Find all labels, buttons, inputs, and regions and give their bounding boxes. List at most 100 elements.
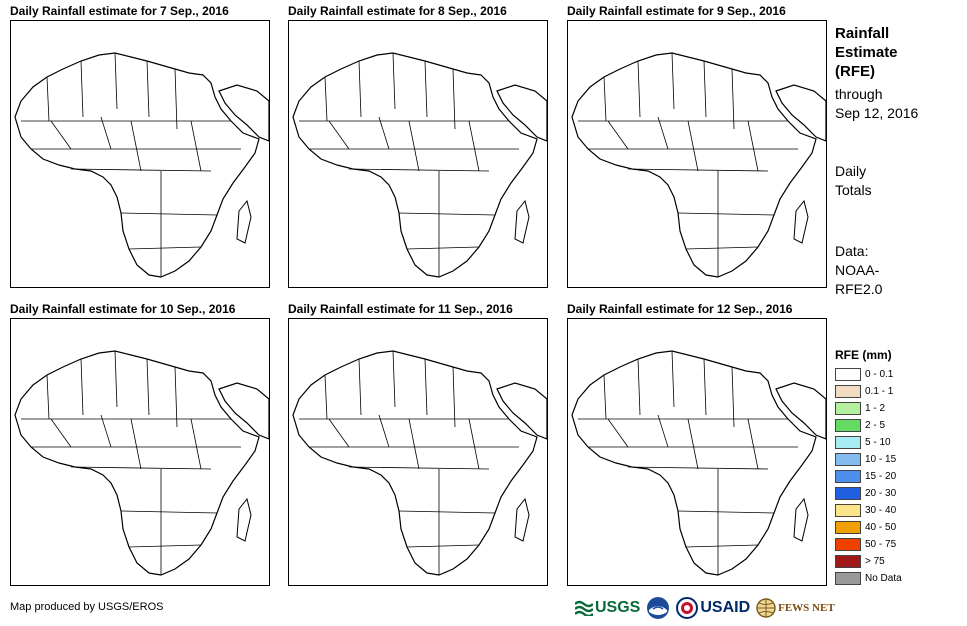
country-border bbox=[328, 418, 350, 448]
africa-outline bbox=[14, 52, 260, 278]
usaid-logo: USAID bbox=[676, 597, 750, 619]
madagascar-outline bbox=[236, 497, 252, 542]
country-border bbox=[146, 60, 150, 118]
legend-swatch bbox=[835, 504, 861, 517]
map-panel-sep-11: Daily Rainfall estimate for 11 Sep., 201… bbox=[288, 302, 550, 586]
legend-item: 15 - 20 bbox=[835, 468, 960, 485]
africa-outline bbox=[571, 350, 817, 576]
country-border bbox=[328, 120, 350, 150]
country-border bbox=[747, 120, 759, 172]
africa-outline bbox=[571, 52, 817, 278]
africa-map-svg bbox=[11, 319, 269, 585]
country-border bbox=[424, 60, 428, 118]
country-border bbox=[452, 366, 456, 428]
title-line: (RFE) bbox=[835, 63, 875, 80]
map-panel-sep-9: Daily Rainfall estimate for 9 Sep., 2016 bbox=[567, 4, 829, 288]
legend-swatch bbox=[835, 538, 861, 551]
rainfall-map bbox=[10, 20, 270, 288]
country-border bbox=[637, 60, 641, 118]
title-line: Rainfall bbox=[835, 25, 890, 42]
panel-title: Daily Rainfall estimate for 7 Sep., 2016 bbox=[10, 4, 229, 18]
country-border bbox=[747, 418, 759, 470]
legend-swatch bbox=[835, 419, 861, 432]
data-line: RFE2.0 bbox=[835, 281, 883, 297]
legend-label: 5 - 10 bbox=[865, 437, 891, 448]
africa-map-svg bbox=[568, 21, 826, 287]
panel-title: Daily Rainfall estimate for 9 Sep., 2016 bbox=[567, 4, 786, 18]
country-border bbox=[408, 418, 420, 470]
country-border bbox=[392, 350, 396, 408]
legend-label: 10 - 15 bbox=[865, 454, 897, 465]
country-border bbox=[424, 358, 428, 416]
through-label: through bbox=[835, 86, 883, 102]
arabia-outline bbox=[775, 84, 826, 142]
country-border bbox=[685, 246, 759, 250]
country-border bbox=[100, 116, 112, 150]
data-line: Data: bbox=[835, 243, 869, 259]
map-panel-sep-7: Daily Rainfall estimate for 7 Sep., 2016 bbox=[10, 4, 272, 288]
country-border bbox=[603, 76, 607, 122]
fewsnet-globe-icon bbox=[756, 598, 776, 618]
country-border bbox=[657, 116, 669, 150]
country-border bbox=[677, 510, 775, 514]
country-border bbox=[100, 414, 112, 448]
africa-map-svg bbox=[289, 319, 547, 585]
africa-map-svg bbox=[568, 319, 826, 585]
noaa-logo bbox=[646, 596, 670, 620]
legend-swatch bbox=[835, 385, 861, 398]
rainfall-map bbox=[567, 20, 827, 288]
country-border bbox=[120, 510, 218, 514]
legend-item: 1 - 2 bbox=[835, 400, 960, 417]
fewsnet-logo-text: FEWS NET bbox=[778, 602, 835, 614]
legend-swatch bbox=[835, 368, 861, 381]
africa-map-svg bbox=[11, 21, 269, 287]
legend-label: 1 - 2 bbox=[865, 403, 886, 414]
usgs-logo: USGS bbox=[575, 599, 640, 617]
country-border bbox=[174, 68, 178, 130]
noaa-emblem-icon bbox=[647, 597, 670, 619]
legend-label: No Data bbox=[865, 573, 902, 584]
legend-label: 30 - 40 bbox=[865, 505, 897, 516]
country-border bbox=[120, 212, 218, 216]
legend-item: 0.1 - 1 bbox=[835, 383, 960, 400]
rainfall-map bbox=[288, 20, 548, 288]
daily-line: Totals bbox=[835, 182, 872, 198]
country-border bbox=[671, 52, 675, 110]
madagascar-outline bbox=[236, 199, 252, 244]
country-border bbox=[46, 76, 50, 122]
daily-line: Daily bbox=[835, 163, 867, 179]
country-border bbox=[114, 52, 118, 110]
daily-totals: Daily Totals bbox=[835, 162, 872, 200]
country-border bbox=[637, 358, 641, 416]
country-border bbox=[398, 510, 496, 514]
arabia-outline bbox=[775, 382, 826, 440]
africa-outline bbox=[292, 350, 538, 576]
legend-item: 40 - 50 bbox=[835, 519, 960, 536]
panel-title: Daily Rainfall estimate for 10 Sep., 201… bbox=[10, 302, 236, 316]
country-border bbox=[324, 374, 328, 420]
map-credit: Map produced by USGS/EROS bbox=[10, 601, 164, 613]
country-border bbox=[358, 358, 362, 416]
country-border bbox=[146, 358, 150, 416]
panel-title: Daily Rainfall estimate for 11 Sep., 201… bbox=[288, 302, 513, 316]
legend-item: > 75 bbox=[835, 553, 960, 570]
legend-label: 0 - 0.1 bbox=[865, 369, 894, 380]
legend-label: 20 - 30 bbox=[865, 488, 897, 499]
panel-title: Daily Rainfall estimate for 12 Sep., 201… bbox=[567, 302, 793, 316]
legend-item: 20 - 30 bbox=[835, 485, 960, 502]
country-border bbox=[603, 374, 607, 420]
usaid-logo-text: USAID bbox=[700, 599, 751, 616]
country-border bbox=[190, 418, 202, 470]
madagascar-outline bbox=[793, 497, 809, 542]
country-border bbox=[677, 212, 775, 216]
country-border bbox=[703, 60, 707, 118]
arabia-outline bbox=[218, 382, 269, 440]
through-value: Sep 12, 2016 bbox=[835, 105, 919, 121]
country-border bbox=[46, 374, 50, 420]
country-border bbox=[452, 68, 456, 130]
fewsnet-logo: FEWS NET bbox=[756, 598, 835, 618]
legend-swatch bbox=[835, 572, 861, 585]
country-border bbox=[130, 120, 142, 172]
africa-outline bbox=[14, 350, 260, 576]
country-border bbox=[50, 418, 72, 448]
